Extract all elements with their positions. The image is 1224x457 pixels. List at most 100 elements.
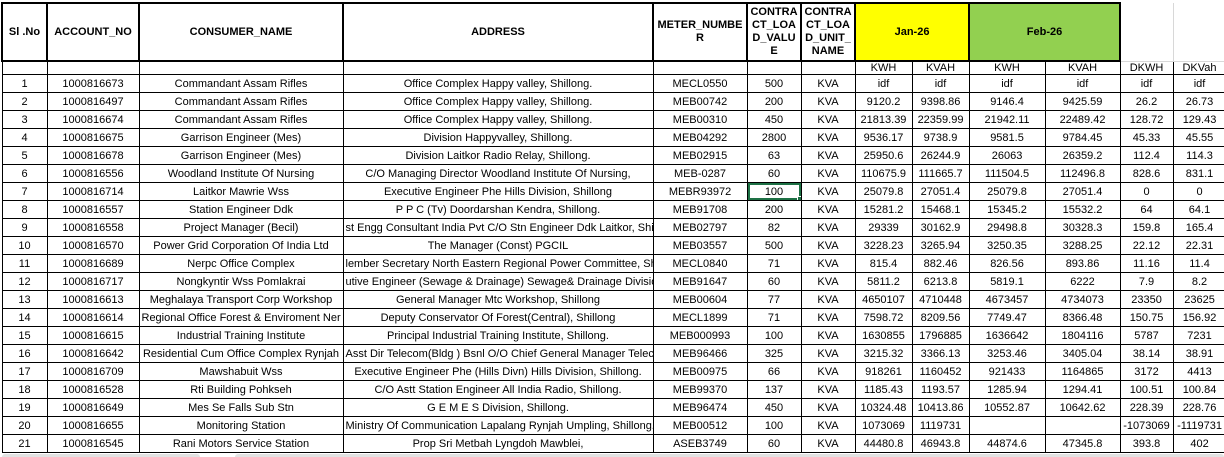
cell-jan-kvah[interactable]: 1119731: [911, 416, 970, 435]
cell-jan-kwh[interactable]: 110675.9: [854, 164, 913, 183]
cell-contract-load-unit[interactable]: KVA: [800, 290, 856, 309]
cell-contract-load-value[interactable]: 63: [746, 146, 802, 165]
cell-address[interactable]: G E M E S Division, Shillong.: [342, 398, 654, 417]
cell-feb-kvah[interactable]: 1294.41: [1044, 380, 1121, 399]
cell-contract-load-value[interactable]: 450: [746, 110, 802, 129]
cell-dkvah[interactable]: 156.92: [1172, 308, 1224, 327]
cell-address[interactable]: Office Complex Happy valley, Shillong.: [342, 110, 654, 129]
cell-consumer-name[interactable]: Rani Motors Service Station: [138, 434, 344, 453]
cell-consumer-name[interactable]: Laitkor Mawrie Wss: [138, 182, 344, 201]
cell-sl-no[interactable]: 4: [1, 128, 48, 147]
cell-meter-number[interactable]: MEB02797: [652, 218, 748, 237]
cell-account-no[interactable]: 1000816545: [46, 434, 140, 453]
cell-jan-kwh[interactable]: 29339: [854, 218, 913, 237]
cell-jan-kvah[interactable]: 6213.8: [911, 272, 970, 291]
cell-sl-no[interactable]: 3: [1, 110, 48, 129]
cell-dkvah[interactable]: 831.1: [1172, 164, 1224, 183]
cell-jan-kvah[interactable]: 9738.9: [911, 128, 970, 147]
cell-dkvah[interactable]: 114.3: [1172, 146, 1224, 165]
cell-address[interactable]: Principal Industrial Training Institute,…: [342, 326, 654, 345]
header-account-no[interactable]: ACCOUNT_NO: [46, 2, 140, 62]
cell-consumer-name[interactable]: Industrial Training Institute: [138, 326, 344, 345]
cell-sl-no[interactable]: 7: [1, 182, 48, 201]
cell-meter-number[interactable]: MEB00742: [652, 92, 748, 111]
cell-feb-kvah[interactable]: 9784.45: [1044, 128, 1121, 147]
cell-dkvah[interactable]: 64.1: [1172, 200, 1224, 219]
cell-feb-kvah[interactable]: 10642.62: [1044, 398, 1121, 417]
cell-jan-kvah[interactable]: 882.46: [911, 254, 970, 273]
cell-dkvah[interactable]: 23625: [1172, 290, 1224, 309]
cell-dkwh[interactable]: 3172: [1119, 362, 1174, 381]
cell-jan-kvah[interactable]: 10413.86: [911, 398, 970, 417]
cell-meter-number[interactable]: ASEB3749: [652, 434, 748, 453]
cell-consumer-name[interactable]: Commandant Assam Rifles: [138, 74, 344, 93]
cell-contract-load-value[interactable]: 200: [746, 200, 802, 219]
cell-account-no[interactable]: 1000816649: [46, 398, 140, 417]
subheader-blank[interactable]: [746, 60, 802, 75]
cell-dkwh[interactable]: 23350: [1119, 290, 1174, 309]
cell-meter-number[interactable]: MEB-0287: [652, 164, 748, 183]
cell-account-no[interactable]: 1000816497: [46, 92, 140, 111]
cell-jan-kwh[interactable]: 1630855: [854, 326, 913, 345]
cell-dkwh[interactable]: 45.33: [1119, 128, 1174, 147]
cell-address[interactable]: Division Laitkor Radio Relay, Shillong.: [342, 146, 654, 165]
cell-feb-kvah[interactable]: 22489.42: [1044, 110, 1121, 129]
cell-jan-kwh[interactable]: 918261: [854, 362, 913, 381]
cell-address[interactable]: C/O Managing Director Woodland Institute…: [342, 164, 654, 183]
cell-contract-load-value[interactable]: 2800: [746, 128, 802, 147]
cell-contract-load-unit[interactable]: KVA: [800, 146, 856, 165]
cell-address[interactable]: General Manager Mtc Workshop, Shillong: [342, 290, 654, 309]
subheader-dkvah[interactable]: DKVah: [1172, 60, 1224, 75]
cell-dkwh[interactable]: 5787: [1119, 326, 1174, 345]
cell-account-no[interactable]: 1000816614: [46, 308, 140, 327]
cell-contract-load-unit[interactable]: KVA: [800, 308, 856, 327]
cell-feb-kwh[interactable]: 3250.35: [968, 236, 1046, 255]
cell-address[interactable]: utive Engineer (Sewage & Drainage) Sewag…: [342, 272, 654, 291]
cell-contract-load-value[interactable]: 60: [746, 434, 802, 453]
cell-jan-kwh[interactable]: 25079.8: [854, 182, 913, 201]
cell-address[interactable]: Office Complex Happy valley, Shillong.: [342, 74, 654, 93]
cell-account-no[interactable]: 1000816673: [46, 74, 140, 93]
header-jan-26[interactable]: Jan-26: [853, 2, 971, 62]
cell-account-no[interactable]: 1000816714: [46, 182, 140, 201]
cell-consumer-name[interactable]: Nerpc Office Complex: [138, 254, 344, 273]
subheader-blank[interactable]: [652, 60, 748, 75]
subheader-blank[interactable]: [1, 60, 48, 75]
cell-meter-number[interactable]: MEB91708: [652, 200, 748, 219]
cell-contract-load-unit[interactable]: KVA: [800, 434, 856, 453]
cell-account-no[interactable]: 1000816675: [46, 128, 140, 147]
cell-sl-no[interactable]: 9: [1, 218, 48, 237]
cell-dkvah[interactable]: 7231: [1172, 326, 1224, 345]
subheader-feb-kwh[interactable]: KWH: [968, 60, 1046, 75]
cell-meter-number[interactable]: MEB99370: [652, 380, 748, 399]
cell-contract-load-value[interactable]: 71: [746, 254, 802, 273]
cell-consumer-name[interactable]: Meghalaya Transport Corp Workshop: [138, 290, 344, 309]
cell-address[interactable]: The Manager (Const) PGCIL: [342, 236, 654, 255]
subheader-dkwh[interactable]: DKWH: [1119, 60, 1174, 75]
cell-address[interactable]: Executive Engineer Phe (Hills Divn) Hill…: [342, 362, 654, 381]
cell-account-no[interactable]: 1000816557: [46, 200, 140, 219]
cell-account-no[interactable]: 1000816642: [46, 344, 140, 363]
cell-feb-kwh[interactable]: [968, 416, 1046, 435]
cell-jan-kvah[interactable]: 3366.13: [911, 344, 970, 363]
cell-consumer-name[interactable]: Garrison Engineer (Mes): [138, 146, 344, 165]
cell-sl-no[interactable]: 10: [1, 236, 48, 255]
cell-feb-kwh[interactable]: 7749.47: [968, 308, 1046, 327]
cell-sl-no[interactable]: 2: [1, 92, 48, 111]
cell-dkvah[interactable]: 4413: [1172, 362, 1224, 381]
cell-jan-kwh[interactable]: 7598.72: [854, 308, 913, 327]
subheader-jan-kwh[interactable]: KWH: [854, 60, 913, 75]
cell-jan-kwh[interactable]: 4650107: [854, 290, 913, 309]
cell-sl-no[interactable]: 21: [1, 434, 48, 453]
cell-address[interactable]: Executive Engineer Phe Hills Division, S…: [342, 182, 654, 201]
cell-sl-no[interactable]: 19: [1, 398, 48, 417]
cell-dkwh[interactable]: 128.72: [1119, 110, 1174, 129]
cell-meter-number[interactable]: MECL0550: [652, 74, 748, 93]
cell-feb-kvah[interactable]: 1164865: [1044, 362, 1121, 381]
cell-consumer-name[interactable]: Power Grid Corporation Of India Ltd: [138, 236, 344, 255]
cell-address[interactable]: Office Complex Happy valley, Shillong.: [342, 92, 654, 111]
cell-contract-load-unit[interactable]: KVA: [800, 164, 856, 183]
cell-dkvah[interactable]: 38.91: [1172, 344, 1224, 363]
cell-contract-load-unit[interactable]: KVA: [800, 272, 856, 291]
cell-feb-kvah[interactable]: 27051.4: [1044, 182, 1121, 201]
